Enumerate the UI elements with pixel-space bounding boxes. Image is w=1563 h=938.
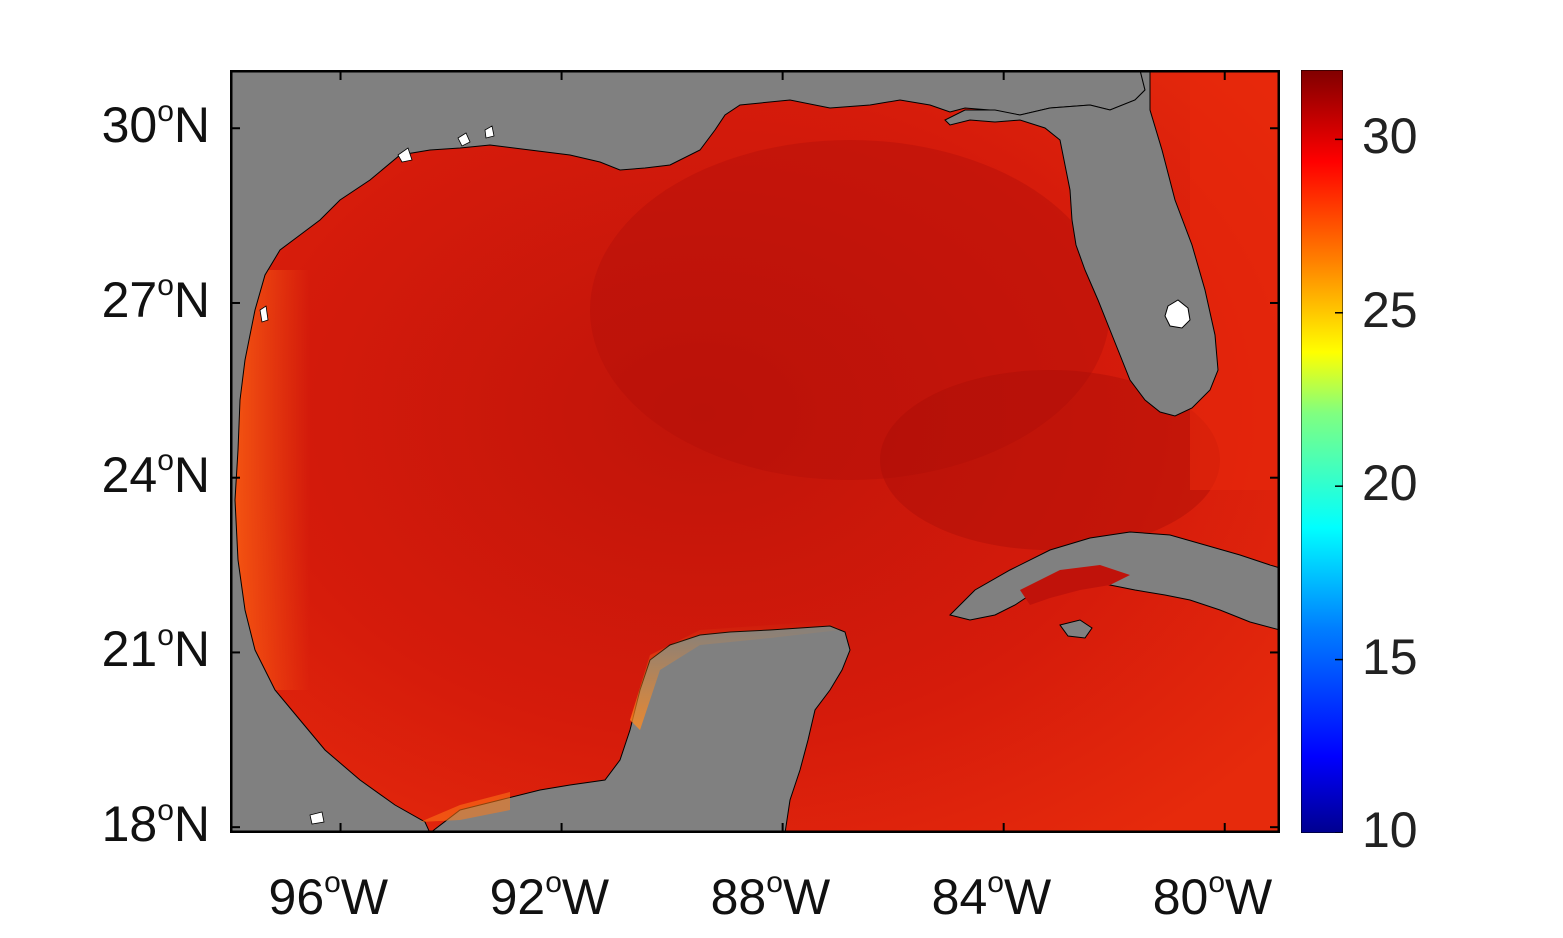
latitude-tick-label-degree-symbol: o	[157, 793, 174, 827]
longitude-tick-label-value: 80	[1152, 869, 1209, 925]
campeche-coastal-band	[420, 792, 510, 822]
latitude-tick-label: 30oN	[101, 96, 210, 154]
longitude-tick-label: 96oW	[268, 868, 389, 925]
colorbar-tick-label: 15	[1362, 628, 1418, 685]
longitude-tick-label-value: 92	[489, 869, 546, 925]
colorbar-tick-label: 25	[1362, 281, 1418, 338]
warm-patch	[880, 370, 1220, 550]
atlantic-strip	[1190, 70, 1280, 490]
latitude-tick-label-hemisphere: N	[173, 621, 210, 678]
latitude-tick-label-degree-symbol: o	[157, 94, 174, 128]
longitude-tick-label: 84oW	[931, 868, 1052, 925]
latitude-tick-label-degree-symbol: o	[157, 269, 174, 303]
coastal-lake	[259, 305, 269, 323]
colorbar-tick-label: 30	[1362, 108, 1418, 165]
latitude-tick-label-value: 18	[101, 796, 158, 853]
warm-patch	[590, 140, 1110, 480]
longitude-tick-label-degree-symbol: o	[987, 866, 1004, 900]
latitude-tick-label: 18oN	[101, 795, 210, 853]
coastal-lake	[484, 125, 495, 139]
longitude-tick-label-value: 96	[268, 869, 325, 925]
latitude-tick-label-value: 24	[101, 446, 158, 503]
longitude-tick-label-degree-symbol: o	[1208, 866, 1226, 900]
longitude-tick-label-hemisphere: W	[561, 869, 610, 925]
latitude-tick-label-hemisphere: N	[173, 446, 210, 503]
cuba-interior-sst-patch	[1020, 565, 1130, 605]
colorbar	[1301, 70, 1343, 833]
longitude-tick-label-degree-symbol: o	[766, 866, 783, 900]
latitude-tick-label-hemisphere: N	[173, 796, 210, 853]
colorbar-tick-label: 20	[1362, 455, 1418, 512]
latitude-tick-label: 27oN	[101, 271, 210, 328]
longitude-tick-label-degree-symbol: o	[324, 866, 341, 900]
lake-okeechobee	[1164, 299, 1191, 329]
longitude-tick-label-degree-symbol: o	[545, 866, 562, 900]
colorbar-tick-label: 10	[1362, 802, 1418, 858]
longitude-tick-label: 80oW	[1152, 868, 1273, 925]
longitude-tick-label: 88oW	[710, 868, 831, 925]
longitude-tick-label-hemisphere: W	[1225, 869, 1273, 925]
longitude-tick-label-value: 84	[931, 869, 988, 925]
longitude-tick-label-hemisphere: W	[340, 869, 389, 925]
latitude-tick-label-degree-symbol: o	[157, 618, 174, 652]
colorbar-tick-marks	[1335, 138, 1343, 833]
longitude-tick-label: 92oW	[489, 868, 610, 925]
coastal-lake	[397, 147, 413, 163]
colorbar-gradient	[1301, 70, 1343, 833]
latitude-tick-label-value: 21	[101, 621, 158, 678]
longitude-tick-label-hemisphere: W	[1003, 869, 1052, 925]
land-us-gulf-coast	[230, 70, 1146, 833]
latitude-tick-label-degree-symbol: o	[157, 444, 174, 478]
axis-tick-marks	[230, 70, 1280, 833]
longitude-tick-label-value: 88	[710, 869, 767, 925]
coastal-lake	[309, 811, 325, 825]
map-frame-border	[230, 70, 1280, 833]
latitude-tick-label: 24oN	[101, 446, 210, 503]
coastal-lake	[457, 132, 471, 147]
latitude-tick-label-hemisphere: N	[173, 97, 210, 154]
latitude-tick-label-hemisphere: N	[173, 271, 210, 328]
isle-of-youth	[1059, 619, 1093, 639]
yucatan-coastal-band	[630, 620, 840, 730]
latitude-tick-label-value: 30	[101, 97, 158, 154]
latitude-tick-label: 21oN	[101, 620, 210, 678]
gulf-of-mexico-sst-map	[230, 70, 1280, 833]
longitude-tick-label-hemisphere: W	[782, 869, 831, 925]
latitude-tick-label-value: 27	[101, 271, 158, 328]
land-florida	[944, 70, 1219, 417]
